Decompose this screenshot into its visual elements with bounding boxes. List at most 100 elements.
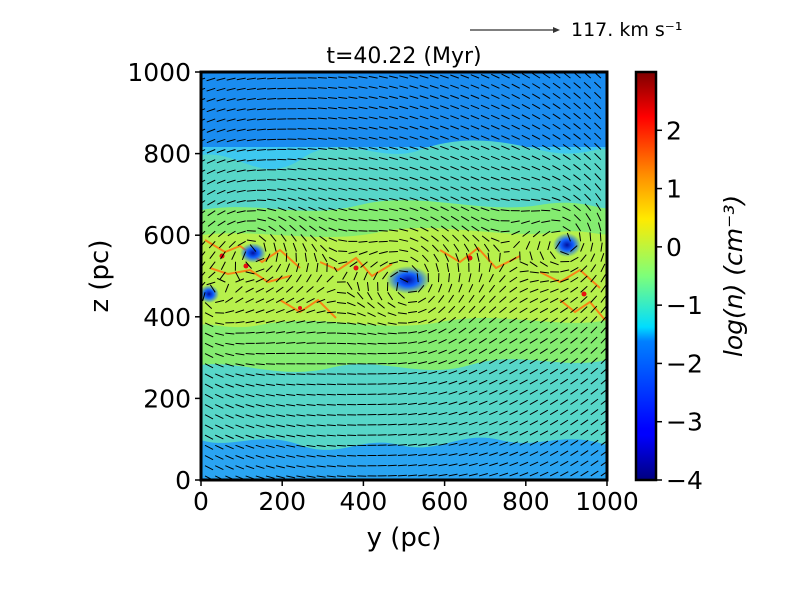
velocity-arrow bbox=[389, 136, 399, 140]
velocity-arrow bbox=[452, 234, 460, 242]
velocity-arrow bbox=[542, 113, 551, 120]
velocity-arrow bbox=[600, 295, 607, 303]
velocity-arrow bbox=[328, 187, 338, 191]
velocity-arrow bbox=[367, 312, 376, 317]
velocity-arrow bbox=[570, 316, 578, 324]
velocity-arrow bbox=[220, 261, 226, 270]
velocity-arrow bbox=[316, 475, 326, 478]
velocity-arrow bbox=[246, 189, 256, 192]
velocity-arrow bbox=[286, 393, 296, 396]
velocity-arrow bbox=[267, 198, 277, 202]
velocity-arrow bbox=[520, 210, 530, 212]
velocity-arrow bbox=[368, 116, 378, 120]
velocity-arrow bbox=[295, 274, 302, 283]
velocity-arrow bbox=[428, 318, 437, 324]
velocity-arrow bbox=[570, 337, 578, 344]
velocity-arrow bbox=[378, 230, 388, 232]
velocity-arrow bbox=[245, 465, 255, 470]
velocity-arrow bbox=[458, 390, 468, 395]
velocity-arrow bbox=[265, 342, 275, 344]
velocity-arrow bbox=[316, 414, 326, 417]
velocity-arrow bbox=[478, 473, 488, 477]
velocity-arrow bbox=[407, 433, 418, 436]
velocity-arrow bbox=[338, 147, 348, 151]
velocity-arrow bbox=[409, 187, 419, 191]
velocity-arrow bbox=[570, 245, 578, 252]
velocity-arrow bbox=[204, 404, 214, 410]
velocity-arrow bbox=[419, 156, 429, 161]
velocity-arrow bbox=[206, 77, 216, 82]
velocity-arrow bbox=[519, 307, 528, 314]
velocity-arrow bbox=[429, 166, 439, 171]
velocity-arrow bbox=[463, 243, 470, 252]
velocity-arrow bbox=[499, 472, 509, 477]
velocity-arrow bbox=[245, 287, 254, 293]
x-tick-label: 400 bbox=[340, 487, 388, 516]
velocity-arrow bbox=[519, 410, 528, 416]
velocity-arrow bbox=[285, 286, 294, 293]
velocity-arrow bbox=[336, 444, 347, 447]
velocity-arrow bbox=[378, 75, 388, 79]
edge-void bbox=[201, 285, 219, 303]
velocity-arrow bbox=[590, 388, 599, 395]
velocity-arrow bbox=[419, 95, 429, 99]
velocity-arrow bbox=[438, 328, 447, 334]
velocity-arrow bbox=[389, 146, 399, 151]
velocity-arrow bbox=[255, 287, 265, 293]
velocity-arrow bbox=[214, 455, 224, 460]
velocity-arrow bbox=[306, 309, 316, 314]
velocity-arrow bbox=[328, 97, 338, 100]
velocity-arrow bbox=[550, 279, 560, 283]
velocity-arrow bbox=[275, 320, 285, 324]
velocity-arrow bbox=[519, 399, 528, 405]
velocity-arrow bbox=[286, 373, 296, 376]
velocity-arrow bbox=[348, 198, 358, 202]
velocity-arrow bbox=[419, 196, 429, 201]
velocity-arrow bbox=[235, 297, 244, 303]
velocity-arrow bbox=[307, 127, 317, 130]
velocity-arrow bbox=[465, 252, 470, 262]
velocity-arrow bbox=[583, 112, 592, 120]
velocity-arrow bbox=[216, 149, 226, 153]
velocity-arrow bbox=[320, 244, 328, 252]
velocity-arrow bbox=[490, 197, 500, 202]
velocity-arrow bbox=[275, 308, 285, 314]
velocity-arrow bbox=[595, 193, 602, 201]
velocity-arrow bbox=[336, 434, 347, 437]
velocity-arrow bbox=[201, 98, 206, 101]
velocity-arrow bbox=[236, 149, 246, 152]
velocity-arrow bbox=[476, 252, 480, 262]
velocity-arrow bbox=[438, 294, 445, 303]
velocity-arrow bbox=[397, 291, 405, 299]
velocity-arrow bbox=[428, 360, 438, 365]
velocity-arrow bbox=[410, 256, 419, 263]
velocity-arrow bbox=[336, 291, 347, 294]
velocity-arrow bbox=[478, 421, 488, 426]
velocity-arrow bbox=[306, 331, 316, 334]
velocity-arrow bbox=[438, 401, 448, 406]
velocity-arrow bbox=[407, 392, 418, 395]
velocity-arrow bbox=[265, 309, 275, 314]
velocity-arrow bbox=[489, 400, 498, 405]
velocity-arrow bbox=[236, 87, 246, 91]
velocity-arrow bbox=[473, 243, 480, 252]
velocity-arrow bbox=[438, 360, 448, 365]
x-axis-ticks: 0 200 400 600 800 1000 bbox=[193, 480, 639, 516]
velocity-arrow bbox=[511, 230, 520, 236]
velocity-arrow bbox=[378, 106, 388, 110]
velocity-arrow bbox=[267, 108, 277, 110]
velocity-arrow bbox=[215, 373, 224, 378]
velocity-arrow bbox=[490, 135, 500, 140]
velocity-arrow bbox=[389, 197, 399, 202]
velocity-arrow bbox=[440, 145, 449, 150]
velocity-arrow bbox=[245, 434, 255, 439]
velocity-arrow bbox=[206, 87, 216, 92]
velocity-arrow bbox=[438, 443, 448, 446]
velocity-arrow bbox=[275, 455, 285, 459]
velocity-arrow bbox=[287, 178, 297, 181]
velocity-arrow bbox=[397, 423, 407, 426]
velocity-arrow bbox=[204, 363, 214, 369]
velocity-arrow bbox=[419, 75, 429, 79]
velocity-arrow bbox=[509, 399, 518, 405]
velocity-arrow bbox=[255, 393, 265, 397]
